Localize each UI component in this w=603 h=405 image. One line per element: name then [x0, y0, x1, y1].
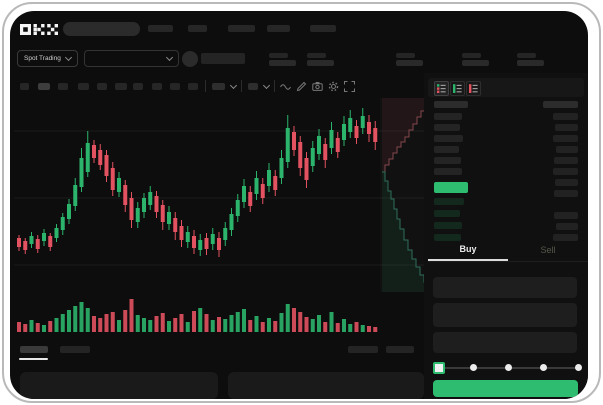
bottom-tab-active[interactable] [20, 346, 48, 353]
nav-item[interactable] [148, 25, 173, 32]
bottom-tab[interactable] [60, 346, 90, 353]
timeframe-button[interactable] [97, 83, 107, 90]
order-amount-row[interactable] [555, 124, 578, 131]
stat-value-placeholder [396, 60, 423, 66]
chevron-down-icon [65, 54, 72, 61]
orderbook-view-combined-icon[interactable] [434, 81, 449, 96]
chevron-down-icon[interactable] [263, 82, 270, 89]
timeframe-button[interactable] [58, 83, 68, 90]
slider-dot[interactable] [540, 364, 547, 371]
last-price-highlight[interactable] [434, 182, 468, 193]
price-input[interactable] [433, 277, 577, 298]
stat-label-placeholder [269, 53, 288, 58]
stat-label-placeholder [396, 53, 415, 58]
slider-handle-icon[interactable] [433, 362, 445, 374]
orderbook-view-bids-icon[interactable] [450, 81, 465, 96]
stat-value-placeholder [269, 60, 296, 66]
buy-button[interactable] [433, 380, 578, 397]
nav-item[interactable] [188, 25, 207, 32]
order-amount-row[interactable] [555, 179, 578, 186]
bid-price-row[interactable] [434, 234, 461, 241]
draw-pencil-icon[interactable] [296, 81, 307, 92]
order-amount-row[interactable] [556, 146, 578, 153]
timeframe-button[interactable] [78, 83, 89, 90]
trade-tabs: Buy Sell [428, 239, 588, 262]
orderbook-right-header [543, 101, 578, 108]
bid-price-row[interactable] [434, 222, 462, 229]
coin-avatar [182, 51, 198, 67]
slider-dot[interactable] [575, 364, 582, 371]
order-amount-row[interactable] [554, 157, 578, 164]
order-amount-row[interactable] [553, 168, 578, 175]
order-amount-row[interactable] [556, 223, 578, 230]
ask-price-row[interactable] [434, 124, 460, 131]
bottom-toolbar-placeholder[interactable] [386, 346, 414, 353]
stat-label-placeholder [517, 53, 536, 58]
timeframe-button[interactable] [115, 83, 127, 90]
slider-dot[interactable] [470, 364, 477, 371]
trading-app-window: Spot Trading [10, 11, 588, 399]
bid-price-row[interactable] [434, 210, 460, 217]
indicator-dropdown[interactable] [212, 83, 225, 90]
timeframe-button[interactable] [188, 83, 198, 90]
amount-input[interactable] [433, 303, 577, 327]
nav-item[interactable] [310, 25, 336, 32]
indicator-wave-icon[interactable] [280, 81, 291, 92]
ask-price-row[interactable] [434, 113, 462, 120]
timeframe-button[interactable] [152, 83, 162, 90]
chevron-down-icon[interactable] [230, 82, 237, 89]
nav-item[interactable] [267, 25, 290, 32]
bottom-toolbar-placeholder[interactable] [348, 346, 378, 353]
settings-gear-icon[interactable] [328, 81, 339, 92]
bid-price-row[interactable] [434, 198, 464, 205]
market-type-label: Spot Trading [24, 55, 61, 62]
stat-value-placeholder [462, 60, 489, 66]
timeframe-button[interactable] [38, 83, 50, 90]
orderbook-view-asks-icon[interactable] [466, 81, 481, 96]
stat-label-placeholder [462, 53, 481, 58]
pair-name-placeholder [201, 53, 245, 64]
bottom-panel-left [20, 372, 218, 399]
candlestick-chart [14, 98, 428, 292]
fullscreen-icon[interactable] [344, 81, 355, 92]
slider-dot[interactable] [505, 364, 512, 371]
market-type-dropdown[interactable]: Spot Trading [17, 50, 78, 67]
search-input[interactable] [63, 22, 140, 36]
chart-type-dropdown[interactable] [248, 83, 258, 90]
order-amount-row[interactable] [553, 113, 578, 120]
nav-item[interactable] [228, 25, 255, 32]
timeframe-button[interactable] [170, 83, 180, 90]
ask-price-row[interactable] [434, 168, 462, 175]
stat-value-placeholder [307, 60, 334, 66]
volume-chart [14, 296, 428, 336]
order-amount-row[interactable] [554, 212, 578, 219]
ask-price-row[interactable] [434, 135, 463, 142]
screenshot-stage: Spot Trading [0, 0, 603, 405]
sell-tab[interactable]: Sell [508, 239, 588, 261]
pair-selector-dropdown[interactable] [84, 50, 179, 67]
buy-tab[interactable]: Buy [428, 239, 508, 261]
camera-icon[interactable] [312, 81, 323, 92]
orderbook-left-header [434, 101, 468, 108]
ask-price-row[interactable] [434, 157, 461, 164]
stat-value-placeholder [517, 60, 544, 66]
chevron-down-icon [166, 54, 173, 61]
bottom-tab-underline [19, 358, 48, 360]
bottom-panel-right [228, 372, 424, 399]
ask-price-row[interactable] [434, 146, 459, 153]
stat-label-placeholder [307, 53, 326, 58]
okx-logo[interactable] [20, 23, 58, 35]
order-amount-row[interactable] [553, 135, 578, 142]
order-amount-row[interactable] [553, 234, 578, 241]
timeframe-button[interactable] [133, 83, 143, 90]
order-amount-row[interactable] [554, 190, 578, 197]
total-input[interactable] [433, 332, 577, 353]
timeframe-button[interactable] [20, 83, 29, 90]
